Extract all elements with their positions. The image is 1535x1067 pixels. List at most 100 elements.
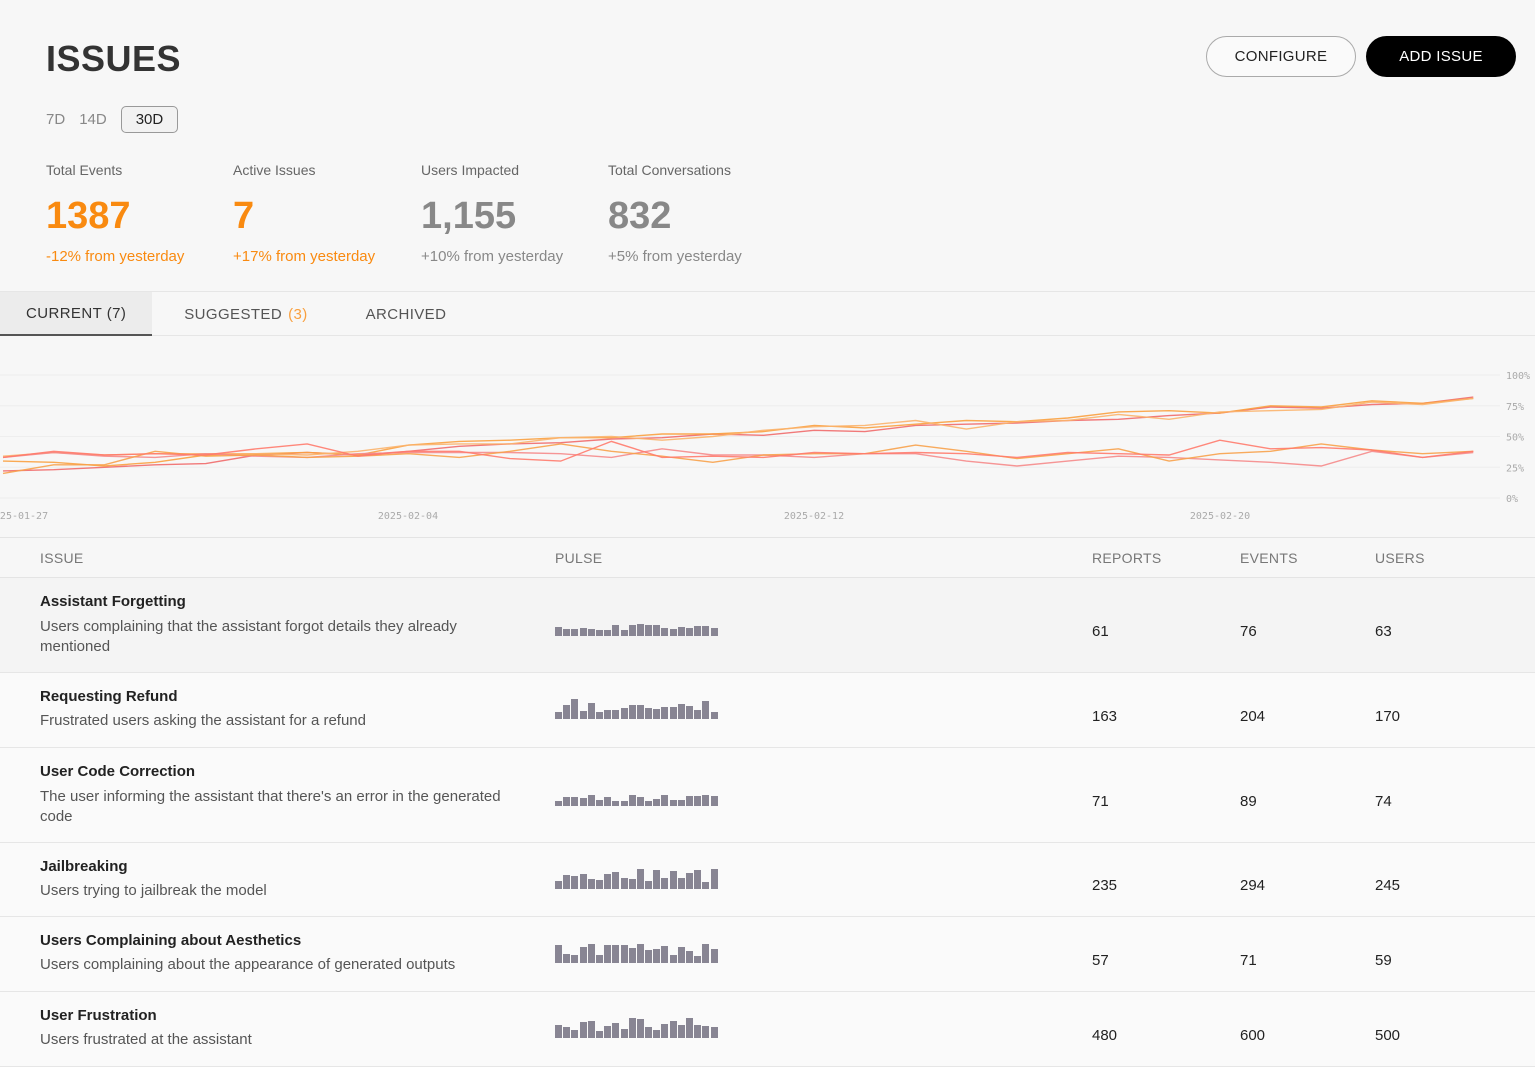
tab-current[interactable]: CURRENT (7) — [0, 292, 153, 336]
stat-label: Active Issues — [233, 162, 316, 178]
period-14d[interactable]: 14D — [79, 111, 107, 128]
stat-users-impacted: Users Impacted 1,155 +10% from yesterday — [421, 162, 563, 265]
pulse-bar — [595, 1031, 603, 1038]
y-tick-label: 25% — [1506, 463, 1524, 474]
table-row[interactable]: Users Complaining about Aesthetics Users… — [0, 917, 1535, 992]
users-count: 170 — [1375, 707, 1401, 725]
pulse-bar — [694, 956, 702, 963]
issue-description: Users trying to jailbreak the model — [40, 882, 267, 899]
pulse-bar — [595, 630, 603, 636]
pulse-bar — [595, 955, 603, 963]
table-row[interactable]: Assistant Forgetting Users complaining t… — [0, 578, 1535, 673]
trend-chart: 100% 75% 50% 25% 0% 2025-01-27 2025-02-04 2025-… — [0, 371, 1530, 522]
pulse-bar — [702, 1025, 710, 1038]
pulse-sparkline — [555, 867, 718, 889]
pulse-bar — [694, 796, 702, 806]
stat-label: Users Impacted — [421, 162, 520, 178]
pulse-sparkline — [555, 697, 718, 719]
pulse-bar — [612, 1023, 620, 1038]
pulse-bar — [604, 796, 612, 806]
tab-archived[interactable]: ARCHIVED — [340, 292, 473, 336]
pulse-bar — [604, 1026, 612, 1038]
issue-tabs: CURRENT (7) SUGGESTED (3) ARCHIVED — [0, 291, 1535, 336]
table-row[interactable]: Requesting Refund Frustrated users askin… — [0, 673, 1535, 748]
tab-label: CURRENT — [26, 304, 103, 322]
reports-count: 480 — [1092, 1026, 1118, 1044]
pulse-bar — [571, 699, 579, 719]
stat-value: 1,155 — [421, 195, 517, 237]
pulse-bar — [653, 709, 661, 719]
pulse-bar — [710, 1027, 718, 1038]
issue-description: Frustrated users asking the assistant fo… — [40, 712, 366, 729]
pulse-bar — [677, 626, 685, 636]
stat-active-issues: Active Issues 7 +17% from yesterday — [233, 162, 375, 265]
pulse-bar — [702, 795, 710, 806]
pulse-bar — [710, 948, 718, 963]
pulse-bar — [555, 945, 562, 963]
pulse-bar — [694, 1024, 702, 1038]
y-tick-label: 50% — [1506, 433, 1524, 444]
pulse-bar — [645, 1026, 653, 1038]
pulse-bar — [686, 951, 693, 963]
pulse-bar — [677, 1025, 685, 1038]
pulse-bar — [653, 625, 661, 636]
reports-count: 61 — [1092, 622, 1109, 640]
configure-button[interactable]: CONFIGURE — [1206, 36, 1356, 77]
pulse-bar — [669, 800, 677, 806]
pulse-bar — [702, 626, 710, 636]
issue-name: Users Complaining about Aesthetics — [40, 932, 302, 949]
x-tick-label: 2025-02-20 — [1190, 511, 1250, 522]
tab-label: ARCHIVED — [365, 305, 447, 323]
period-30d[interactable]: 30D — [120, 106, 179, 133]
pulse-bar — [579, 946, 587, 963]
col-events[interactable]: EVENTS — [1240, 550, 1298, 566]
pulse-bar — [579, 710, 587, 719]
pulse-bar — [686, 1018, 693, 1038]
col-reports[interactable]: REPORTS — [1092, 550, 1162, 566]
pulse-bar — [636, 869, 644, 889]
table-row[interactable]: User Code Correction The user informing … — [0, 748, 1535, 843]
pulse-bar — [620, 878, 628, 889]
pulse-bar — [595, 880, 603, 889]
tab-suggested[interactable]: SUGGESTED (3) — [158, 292, 333, 336]
events-count: 76 — [1240, 622, 1257, 640]
table-row[interactable]: User Frustration Users frustrated at the… — [0, 992, 1535, 1067]
pulse-bar — [555, 881, 562, 889]
pulse-bar — [661, 794, 669, 806]
pulse-bar — [563, 704, 571, 719]
stat-change: +5% from yesterday — [608, 248, 742, 265]
period-selector: 7D 14D 30D — [46, 106, 179, 133]
pulse-bar — [555, 711, 562, 719]
period-7d[interactable]: 7D — [46, 111, 66, 128]
pulse-sparkline — [555, 941, 718, 963]
pulse-bar — [628, 794, 636, 806]
pulse-bar — [587, 629, 595, 636]
pulse-bar — [563, 796, 571, 806]
pulse-bar — [604, 873, 612, 889]
pulse-bar — [710, 796, 718, 806]
pulse-bar — [677, 878, 685, 889]
stat-value: 1387 — [46, 195, 131, 237]
pulse-bar — [645, 950, 653, 963]
pulse-bar — [595, 800, 603, 806]
table-header: ISSUE PULSE REPORTS EVENTS USERS — [0, 537, 1535, 578]
pulse-bar — [628, 705, 636, 719]
reports-count: 235 — [1092, 877, 1118, 894]
pulse-bar — [612, 801, 620, 806]
pulse-bar — [612, 944, 620, 963]
add-issue-button[interactable]: ADD ISSUE — [1366, 36, 1516, 77]
stat-change: +10% from yesterday — [421, 248, 564, 265]
x-tick-label: 2025-01-27 — [0, 511, 48, 522]
tab-count: (3) — [288, 305, 308, 323]
col-users[interactable]: USERS — [1375, 550, 1425, 566]
pulse-bar — [587, 1021, 595, 1038]
events-count: 71 — [1240, 951, 1257, 969]
pulse-bar — [571, 1029, 579, 1038]
users-count: 59 — [1375, 951, 1392, 969]
events-count: 89 — [1240, 792, 1257, 810]
users-count: 74 — [1375, 792, 1392, 810]
reports-count: 71 — [1092, 792, 1109, 810]
stat-change: -12% from yesterday — [46, 248, 185, 265]
pulse-bar — [636, 705, 644, 719]
table-row[interactable]: Jailbreaking Users trying to jailbreak t… — [0, 843, 1535, 917]
